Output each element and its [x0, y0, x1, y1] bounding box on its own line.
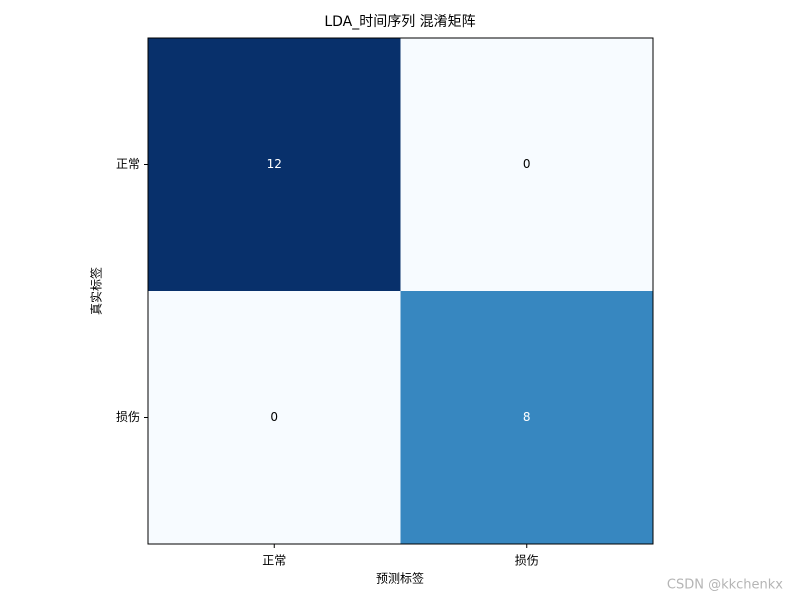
x-axis-label: 预测标签 — [376, 571, 424, 586]
x-tick-label: 正常 — [262, 554, 286, 568]
y-axis-label: 真实标签 — [89, 267, 104, 315]
cell-label: 0 — [523, 157, 531, 171]
plot-frame — [147, 37, 654, 545]
cell — [148, 291, 401, 544]
cell-label: 0 — [270, 410, 278, 424]
cell-label: 8 — [523, 410, 531, 424]
watermark: CSDN @kkchenkx — [667, 578, 783, 593]
y-tick-label: 损伤 — [116, 410, 140, 424]
x-tick-label: 损伤 — [515, 554, 539, 568]
cell-label: 12 — [267, 157, 282, 171]
cell — [400, 291, 653, 544]
cell — [148, 38, 401, 291]
cell — [400, 38, 653, 291]
chart-title: LDA_时间序列 混淆矩阵 — [324, 14, 475, 30]
y-tick-label: 正常 — [116, 157, 140, 171]
